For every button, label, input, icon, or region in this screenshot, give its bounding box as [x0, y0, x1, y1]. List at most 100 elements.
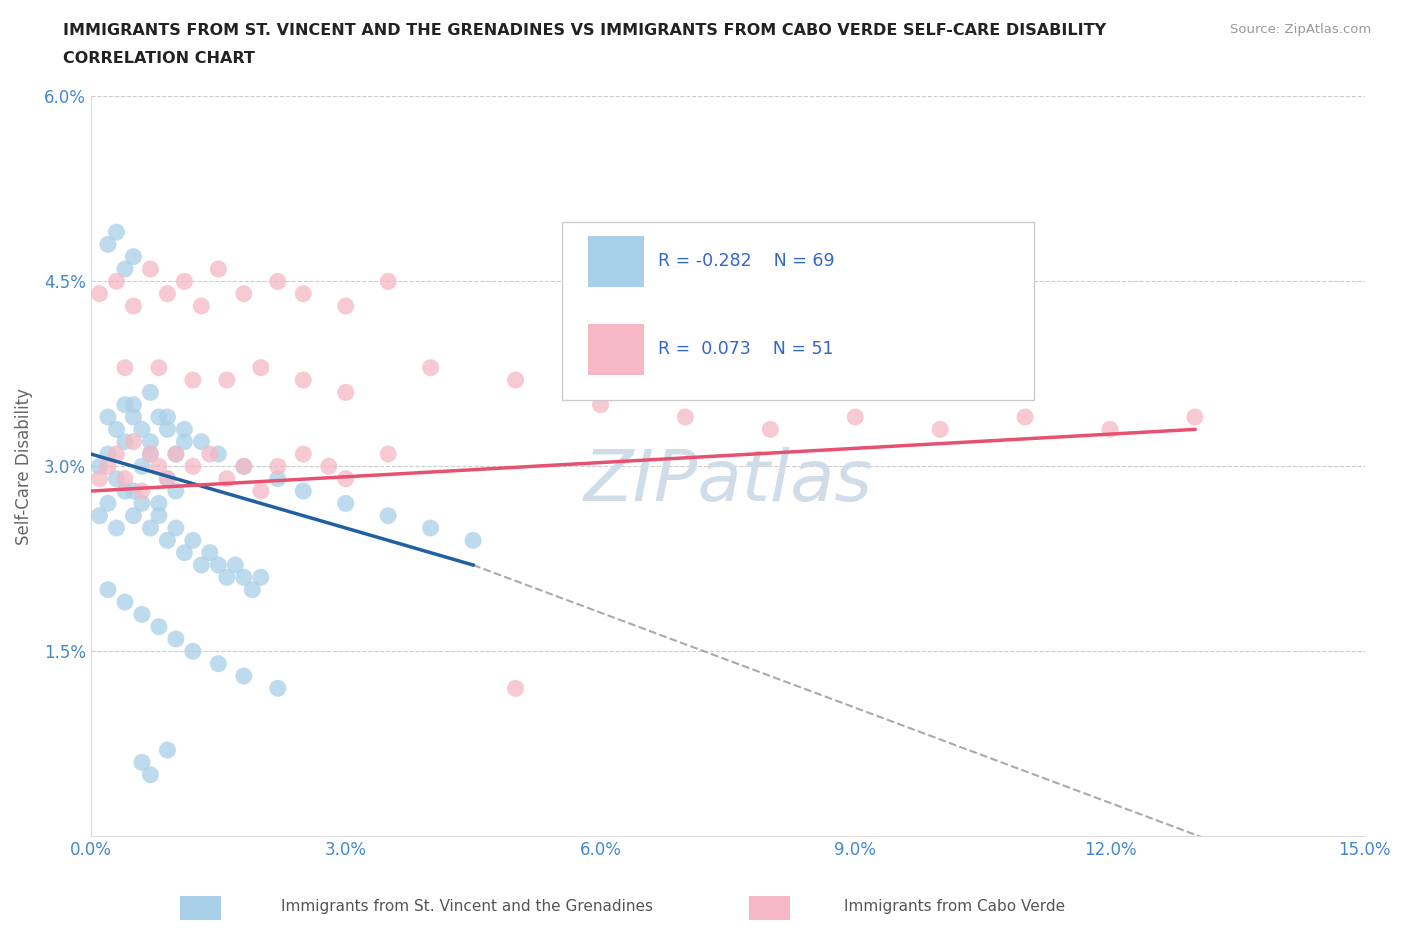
Point: [292, 484, 315, 498]
Point: [89, 509, 111, 524]
Point: [173, 434, 195, 449]
Point: [139, 767, 162, 782]
Point: [215, 570, 238, 585]
Point: [335, 299, 357, 313]
Point: [249, 484, 271, 498]
Point: [89, 458, 111, 473]
Point: [122, 509, 145, 524]
Point: [173, 274, 195, 289]
Point: [105, 446, 128, 461]
FancyBboxPatch shape: [588, 325, 644, 376]
Point: [131, 607, 153, 622]
Point: [1014, 409, 1036, 424]
Point: [165, 484, 187, 498]
Point: [139, 446, 162, 461]
Point: [122, 409, 145, 424]
Point: [335, 385, 357, 400]
Point: [267, 472, 290, 486]
Point: [207, 261, 229, 276]
Point: [292, 446, 315, 461]
Point: [156, 533, 179, 548]
Point: [673, 409, 696, 424]
Point: [215, 373, 238, 388]
Point: [232, 458, 254, 473]
Point: [97, 409, 120, 424]
Point: [224, 558, 246, 573]
Point: [165, 521, 187, 536]
Point: [240, 582, 263, 597]
Point: [122, 434, 145, 449]
Point: [105, 422, 128, 437]
Point: [165, 631, 187, 646]
Point: [139, 446, 162, 461]
Point: [131, 755, 153, 770]
Point: [89, 472, 111, 486]
Point: [232, 570, 254, 585]
Point: [198, 545, 221, 560]
Point: [165, 446, 187, 461]
Point: [105, 274, 128, 289]
Point: [122, 484, 145, 498]
Point: [97, 582, 120, 597]
Point: [232, 458, 254, 473]
Point: [207, 446, 229, 461]
Point: [97, 496, 120, 511]
Point: [232, 669, 254, 684]
Point: [148, 509, 170, 524]
Point: [114, 594, 136, 609]
Point: [156, 472, 179, 486]
Y-axis label: Self-Care Disability: Self-Care Disability: [15, 388, 32, 545]
Point: [267, 681, 290, 696]
Point: [131, 458, 153, 473]
Text: Immigrants from St. Vincent and the Grenadines: Immigrants from St. Vincent and the Gren…: [281, 899, 654, 914]
Point: [505, 681, 527, 696]
Point: [190, 299, 212, 313]
Point: [165, 446, 187, 461]
Point: [122, 249, 145, 264]
Point: [249, 570, 271, 585]
Point: [292, 286, 315, 301]
Point: [122, 397, 145, 412]
Point: [249, 360, 271, 375]
Point: [148, 458, 170, 473]
Point: [131, 496, 153, 511]
Point: [173, 545, 195, 560]
Point: [335, 496, 357, 511]
Text: R =  0.073    N = 51: R = 0.073 N = 51: [658, 340, 834, 358]
Point: [173, 422, 195, 437]
Point: [207, 558, 229, 573]
FancyBboxPatch shape: [562, 222, 1033, 400]
Point: [292, 373, 315, 388]
Point: [198, 446, 221, 461]
Point: [139, 261, 162, 276]
Point: [114, 472, 136, 486]
Point: [156, 409, 179, 424]
Point: [105, 225, 128, 240]
FancyBboxPatch shape: [588, 235, 644, 286]
Point: [156, 286, 179, 301]
Point: [131, 422, 153, 437]
Point: [181, 373, 204, 388]
Point: [156, 422, 179, 437]
Point: [419, 521, 441, 536]
Text: Source: ZipAtlas.com: Source: ZipAtlas.com: [1230, 23, 1371, 36]
Point: [89, 286, 111, 301]
Point: [505, 373, 527, 388]
Text: CORRELATION CHART: CORRELATION CHART: [63, 51, 254, 66]
Point: [759, 422, 782, 437]
Point: [267, 274, 290, 289]
Point: [131, 484, 153, 498]
Point: [190, 558, 212, 573]
Point: [377, 509, 399, 524]
Point: [114, 261, 136, 276]
Text: ZIPatlas: ZIPatlas: [583, 446, 872, 515]
Point: [419, 360, 441, 375]
Point: [377, 446, 399, 461]
Point: [148, 619, 170, 634]
Point: [207, 657, 229, 671]
Point: [461, 533, 484, 548]
Point: [97, 237, 120, 252]
Point: [181, 644, 204, 658]
Point: [156, 472, 179, 486]
Point: [232, 286, 254, 301]
